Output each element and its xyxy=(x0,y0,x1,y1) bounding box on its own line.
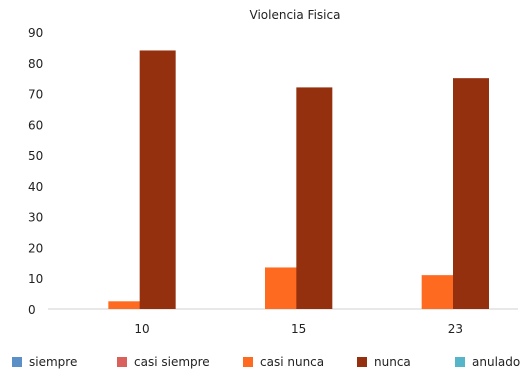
legend-swatch xyxy=(455,357,465,367)
bar-nunca xyxy=(453,78,489,309)
legend-label: anulado xyxy=(472,355,520,369)
bar-casi-nunca xyxy=(422,275,458,309)
chart-title: Violencia Fisica xyxy=(250,8,341,22)
legend-swatch xyxy=(357,357,367,367)
y-tick-label: 80 xyxy=(28,57,43,71)
y-tick-label: 50 xyxy=(28,149,43,163)
y-tick-label: 90 xyxy=(28,26,43,40)
legend-swatch xyxy=(117,357,127,367)
bar-nunca xyxy=(296,87,332,309)
x-tick-label: 23 xyxy=(448,322,463,336)
y-tick-label: 0 xyxy=(28,303,36,317)
y-tick-label: 20 xyxy=(28,241,43,255)
legend-label: nunca xyxy=(374,355,411,369)
bar-nunca xyxy=(140,50,176,309)
y-tick-label: 40 xyxy=(28,180,43,194)
x-tick-label: 10 xyxy=(134,322,149,336)
y-tick-label: 10 xyxy=(28,272,43,286)
y-tick-label: 60 xyxy=(28,118,43,132)
legend-label: casi nunca xyxy=(260,355,324,369)
y-tick-label: 70 xyxy=(28,88,43,102)
legend-label: casi siempre xyxy=(134,355,210,369)
legend-swatch xyxy=(243,357,253,367)
legend-swatch xyxy=(12,357,22,367)
bar-casi-nunca xyxy=(265,267,301,309)
x-tick-label: 15 xyxy=(291,322,306,336)
legend-label: siempre xyxy=(29,355,77,369)
y-tick-label: 30 xyxy=(28,211,43,225)
bar-casi-nunca xyxy=(108,301,144,309)
